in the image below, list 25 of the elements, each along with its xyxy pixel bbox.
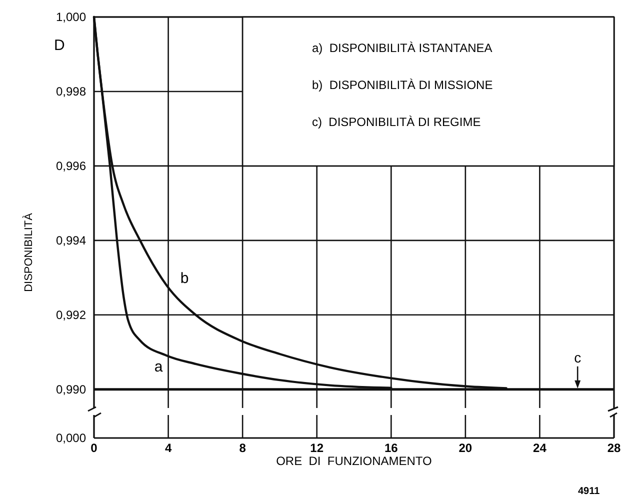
- x-tick-label: 24: [533, 441, 547, 455]
- series-label: b: [180, 270, 189, 288]
- y-tick-label: 0,998: [56, 84, 86, 99]
- text: 0,000: [56, 431, 86, 445]
- x-tick-label: 20: [458, 441, 472, 455]
- y-tick-label: 0,990: [56, 382, 86, 397]
- x-axis-title: ORE DI FUNZIONAMENTO: [276, 454, 432, 468]
- y-tick-label: 0,994: [56, 234, 86, 248]
- x-tick-label: 8: [239, 441, 246, 455]
- annotation: b) DISPONIBILITÀ DI MISSIONE: [312, 78, 493, 92]
- x-tick-label: 0: [90, 441, 98, 455]
- x-tick-label: 12: [310, 441, 324, 455]
- x-tick-label: 4: [164, 441, 172, 455]
- series-label: a: [154, 358, 164, 376]
- y-tick-label: 1,000: [56, 10, 86, 24]
- text: 4911: [578, 486, 600, 497]
- annotation: a) DISPONIBILITÀ ISTANTANEA: [312, 41, 492, 55]
- x-tick-label: 16: [384, 441, 398, 455]
- x-tick-label: 28: [607, 441, 621, 455]
- y-tick-label: 0,992: [56, 308, 86, 322]
- annotation: c) DISPONIBILITÀ DI REGIME: [312, 115, 481, 129]
- y-tick-label: 0,996: [56, 159, 86, 174]
- text: D: [54, 37, 65, 54]
- ref-line-label: c: [574, 349, 582, 366]
- y-axis-title: DISPONIBILITÀ: [22, 212, 35, 292]
